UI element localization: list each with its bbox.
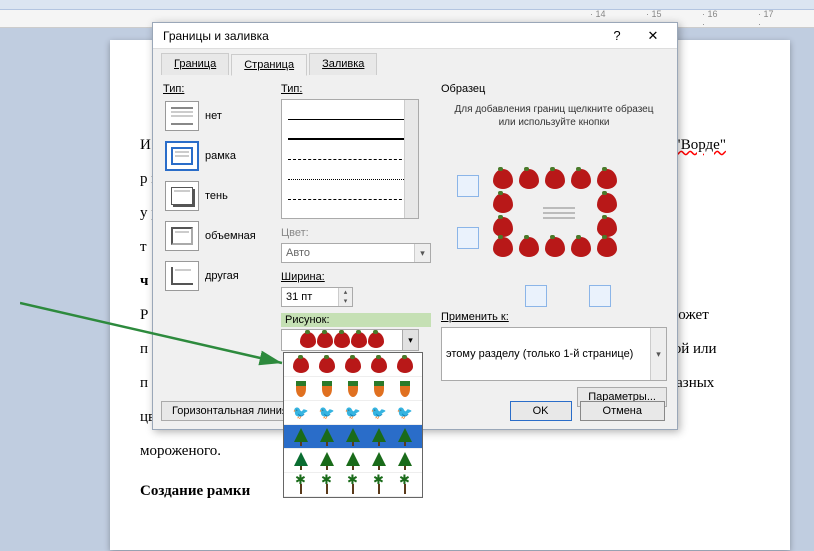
doc-text: И: [140, 137, 151, 153]
doc-heading: Создание рамки: [140, 476, 735, 506]
type-box-icon: [165, 141, 199, 171]
style-solid[interactable]: [288, 100, 412, 120]
line-style-list[interactable]: [281, 99, 419, 219]
type-none-label: нет: [205, 110, 222, 122]
dialog-tabs: Граница Страница Заливка: [153, 49, 677, 75]
type-custom-label: другая: [205, 270, 239, 282]
ruler-mark: · 17 ·: [758, 9, 778, 29]
type-3d[interactable]: объемная: [163, 219, 271, 253]
picture-option-trees-selected[interactable]: [284, 425, 422, 449]
picture-option-palms[interactable]: [284, 473, 422, 497]
width-value: 31 пт: [282, 291, 338, 303]
picture-dropdown-list: 🐦🐦🐦🐦🐦: [283, 352, 423, 498]
width-input[interactable]: 31 пт ▴▾: [281, 287, 353, 307]
type-shadow[interactable]: тень: [163, 179, 271, 213]
doc-text: Р: [140, 307, 148, 323]
apply-label: Применить к:: [441, 311, 667, 323]
edge-bottom-button[interactable]: [457, 227, 479, 249]
picture-option-berries[interactable]: [284, 353, 422, 377]
type-3d-label: объемная: [205, 230, 256, 242]
type-box[interactable]: рамка: [163, 139, 271, 173]
edge-left-button[interactable]: [525, 285, 547, 307]
apply-dropdown[interactable]: этому разделу (только 1-й странице) ▾: [441, 327, 667, 381]
style-dotted[interactable]: [288, 160, 412, 180]
type-box-label: рамка: [205, 150, 236, 162]
style-dashed[interactable]: [288, 140, 412, 160]
type-custom[interactable]: другая: [163, 259, 271, 293]
type-none[interactable]: нет: [163, 99, 271, 133]
chevron-down-icon: ▾: [650, 328, 666, 380]
doc-text: п: [140, 341, 148, 357]
color-value: Авто: [282, 247, 414, 259]
style-dashdot[interactable]: [288, 180, 412, 200]
style-scrollbar[interactable]: [404, 100, 418, 218]
style-label: Тип:: [281, 83, 431, 95]
edge-top-button[interactable]: [457, 175, 479, 197]
picture-option-carrots[interactable]: [284, 377, 422, 401]
preview-area: Для добавления границ щелкните образец и…: [441, 99, 667, 299]
picture-option-birds[interactable]: 🐦🐦🐦🐦🐦: [284, 401, 422, 425]
dialog-titlebar: Границы и заливка ? ✕: [153, 23, 677, 49]
tab-fill[interactable]: Заливка: [309, 53, 377, 75]
picture-option-trees2[interactable]: [284, 449, 422, 473]
dialog-title: Границы и заливка: [163, 29, 599, 43]
help-button[interactable]: ?: [599, 24, 635, 48]
edge-right-button[interactable]: [589, 285, 611, 307]
apply-value: этому разделу (только 1-й странице): [442, 348, 650, 360]
type-3d-icon: [165, 221, 199, 251]
tab-border[interactable]: Граница: [161, 53, 229, 75]
doc-text: п: [140, 375, 148, 391]
ribbon-background: [0, 0, 814, 10]
preview-frame[interactable]: [493, 169, 623, 259]
style-thick[interactable]: [288, 120, 412, 140]
picture-dropdown[interactable]: ▾: [281, 329, 419, 351]
close-button[interactable]: ✕: [635, 24, 671, 48]
tab-page[interactable]: Страница: [231, 54, 307, 76]
doc-text: мороженого.: [140, 436, 735, 466]
color-dropdown[interactable]: Авто ▾: [281, 243, 431, 263]
type-label: Тип:: [163, 83, 271, 95]
preview-hint: Для добавления границ щелкните образец и…: [441, 99, 667, 133]
doc-text-误拼写: "Ворде": [675, 137, 726, 153]
width-label: Ширина:: [281, 271, 431, 283]
ok-button[interactable]: OK: [510, 401, 572, 421]
color-label: Цвет:: [281, 227, 431, 239]
chevron-down-icon: ▾: [414, 244, 430, 262]
type-custom-icon: [165, 261, 199, 291]
picture-label: Рисунок:: [281, 313, 431, 327]
dialog-footer: OK Отмена: [510, 401, 665, 421]
type-column: Тип: нет рамка тень объемная другая: [163, 83, 271, 407]
type-shadow-icon: [165, 181, 199, 211]
picture-preview: [282, 330, 402, 350]
ruler-mark: · 16 ·: [702, 9, 722, 29]
width-spinner[interactable]: ▴▾: [338, 288, 352, 306]
type-none-icon: [165, 101, 199, 131]
chevron-down-icon: ▾: [402, 330, 418, 350]
preview-column: Образец Для добавления границ щелкните о…: [441, 83, 667, 407]
cancel-button[interactable]: Отмена: [580, 401, 665, 421]
preview-label: Образец: [441, 83, 667, 95]
type-shadow-label: тень: [205, 190, 228, 202]
